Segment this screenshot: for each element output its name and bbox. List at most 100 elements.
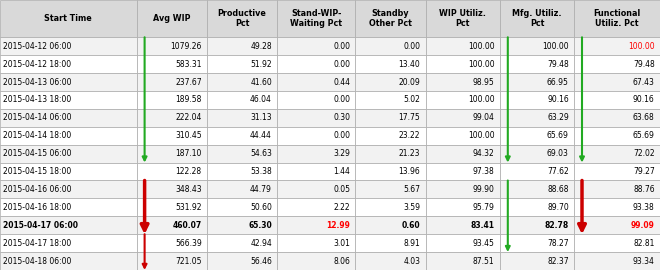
Bar (137, 91, 207, 109)
Bar (426, 234, 500, 252)
Bar (355, 252, 426, 270)
Bar (500, 73, 574, 91)
Text: 46.04: 46.04 (250, 95, 272, 104)
Bar (426, 0, 500, 37)
Text: 2015-04-12 06:00: 2015-04-12 06:00 (3, 42, 72, 51)
Text: 348.43: 348.43 (175, 185, 202, 194)
Text: 1.44: 1.44 (333, 167, 350, 176)
Bar (0, 216, 137, 234)
Bar (355, 109, 426, 127)
Text: 3.59: 3.59 (403, 203, 420, 212)
Bar (574, 180, 660, 198)
Text: 51.92: 51.92 (250, 60, 272, 69)
Bar (355, 163, 426, 180)
Bar (277, 198, 355, 216)
Bar (277, 145, 355, 163)
Bar (137, 127, 207, 145)
Text: 44.44: 44.44 (250, 131, 272, 140)
Bar (277, 73, 355, 91)
Bar (0, 37, 137, 55)
Bar (277, 216, 355, 234)
Bar (500, 216, 574, 234)
Text: 2015-04-12 18:00: 2015-04-12 18:00 (3, 60, 71, 69)
Bar (500, 180, 574, 198)
Text: 566.39: 566.39 (175, 239, 202, 248)
Bar (207, 91, 277, 109)
Bar (277, 0, 355, 37)
Bar (0, 198, 137, 216)
Bar (277, 163, 355, 180)
Bar (426, 73, 500, 91)
Bar (207, 216, 277, 234)
Text: 23.22: 23.22 (399, 131, 420, 140)
Bar (500, 109, 574, 127)
Text: 94.32: 94.32 (473, 149, 494, 158)
Text: 99.90: 99.90 (473, 185, 494, 194)
Bar (277, 37, 355, 55)
Bar (277, 234, 355, 252)
Text: 79.48: 79.48 (633, 60, 655, 69)
Text: 95.79: 95.79 (473, 203, 494, 212)
Bar (137, 73, 207, 91)
Text: 88.68: 88.68 (547, 185, 569, 194)
Text: Standby
Other Pct: Standby Other Pct (369, 9, 412, 28)
Text: 2015-04-13 18:00: 2015-04-13 18:00 (3, 95, 71, 104)
Text: 65.69: 65.69 (547, 131, 569, 140)
Text: 78.27: 78.27 (547, 239, 569, 248)
Bar (0, 109, 137, 127)
Bar (0, 0, 137, 37)
Text: 42.94: 42.94 (250, 239, 272, 248)
Bar (137, 216, 207, 234)
Bar (0, 180, 137, 198)
Text: 2015-04-14 06:00: 2015-04-14 06:00 (3, 113, 72, 122)
Bar (426, 252, 500, 270)
Text: 2015-04-16 18:00: 2015-04-16 18:00 (3, 203, 71, 212)
Bar (426, 216, 500, 234)
Bar (137, 37, 207, 55)
Text: 4.03: 4.03 (403, 256, 420, 266)
Bar (500, 91, 574, 109)
Text: 187.10: 187.10 (176, 149, 202, 158)
Text: 83.41: 83.41 (471, 221, 494, 230)
Text: 89.70: 89.70 (547, 203, 569, 212)
Text: 99.04: 99.04 (473, 113, 494, 122)
Bar (207, 198, 277, 216)
Text: 99.09: 99.09 (631, 221, 655, 230)
Bar (137, 180, 207, 198)
Text: 44.79: 44.79 (250, 185, 272, 194)
Bar (0, 73, 137, 91)
Bar (0, 252, 137, 270)
Text: 82.81: 82.81 (634, 239, 655, 248)
Bar (355, 145, 426, 163)
Bar (207, 234, 277, 252)
Text: 93.45: 93.45 (473, 239, 494, 248)
Bar (207, 127, 277, 145)
Text: 63.29: 63.29 (547, 113, 569, 122)
Text: Stand-WIP-
Waiting Pct: Stand-WIP- Waiting Pct (290, 9, 343, 28)
Text: 50.60: 50.60 (250, 203, 272, 212)
Bar (574, 91, 660, 109)
Bar (207, 163, 277, 180)
Bar (574, 109, 660, 127)
Text: 3.29: 3.29 (333, 149, 350, 158)
Text: 531.92: 531.92 (175, 203, 202, 212)
Bar (0, 55, 137, 73)
Bar (355, 180, 426, 198)
Text: 90.16: 90.16 (547, 95, 569, 104)
Text: 49.28: 49.28 (250, 42, 272, 51)
Bar (355, 216, 426, 234)
Bar (207, 180, 277, 198)
Bar (574, 252, 660, 270)
Text: 100.00: 100.00 (468, 60, 494, 69)
Text: 87.51: 87.51 (473, 256, 494, 266)
Bar (355, 234, 426, 252)
Bar (137, 198, 207, 216)
Bar (426, 198, 500, 216)
Text: 721.05: 721.05 (175, 256, 202, 266)
Bar (137, 55, 207, 73)
Bar (355, 198, 426, 216)
Text: 66.95: 66.95 (547, 77, 569, 86)
Text: 69.03: 69.03 (547, 149, 569, 158)
Text: 100.00: 100.00 (542, 42, 569, 51)
Text: 54.63: 54.63 (250, 149, 272, 158)
